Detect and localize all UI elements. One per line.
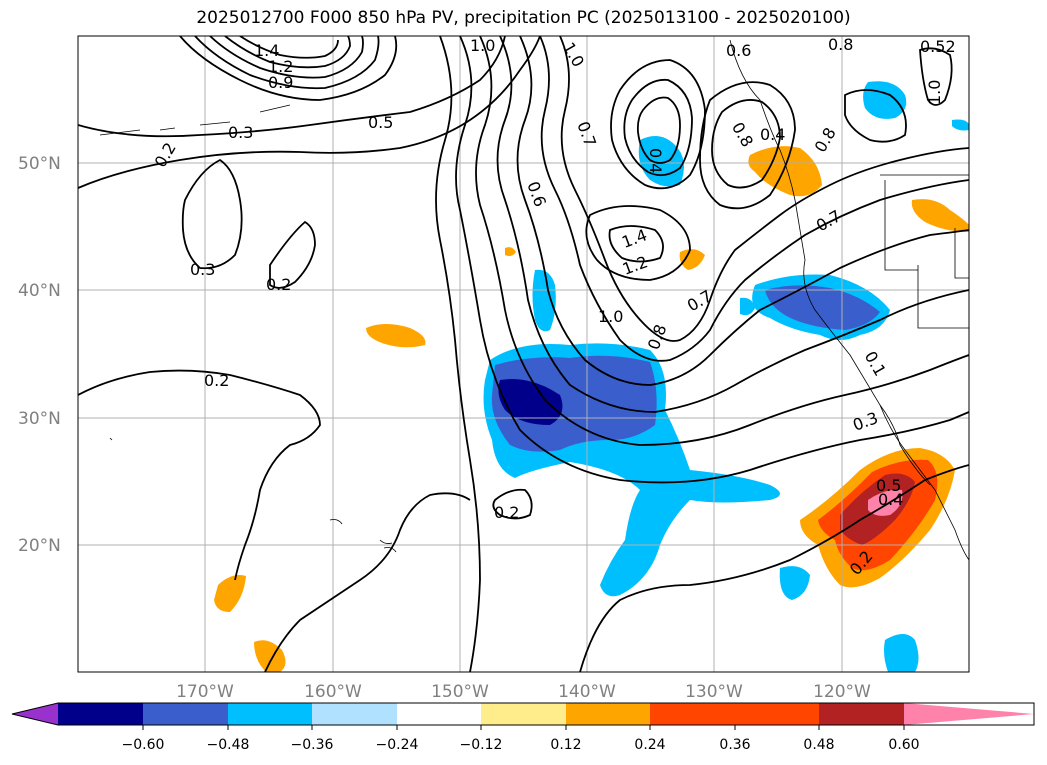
contour-label: 0.9 — [268, 73, 293, 92]
lon-label: 130°W — [685, 682, 743, 702]
contour-label: 0.6 — [726, 41, 751, 60]
latitude-labels: 50°N 40°N 30°N 20°N — [18, 154, 61, 556]
contour-label: 1.0 — [470, 36, 495, 55]
longitude-labels: 170°W 160°W 150°W 140°W 130°W 120°W — [176, 682, 871, 702]
colorbar-tick-label: 0.12 — [550, 737, 581, 753]
colorbar-tick-label: 0.48 — [803, 737, 834, 753]
colorbar-segment — [735, 703, 819, 725]
colorbar-tick-label: −0.36 — [291, 737, 334, 753]
colorbar-segment — [650, 703, 735, 725]
colorbar-segment — [143, 703, 228, 725]
colorbar: −0.60 −0.48 −0.36 −0.24 −0.12 0.12 0.24 … — [11, 702, 1035, 753]
colorbar-tick-label: 0.24 — [634, 737, 665, 753]
colorbar-extend-high — [904, 703, 1034, 725]
contour-label: 0.2 — [266, 275, 291, 294]
colorbar-segment — [58, 703, 143, 725]
colorbar-segment — [397, 703, 481, 725]
pv-contours — [78, 36, 969, 672]
coastlines — [99, 39, 969, 561]
colorbar-segment — [819, 703, 904, 725]
map-frame — [77, 35, 970, 673]
lat-label: 20°N — [18, 536, 61, 556]
colorbar-segment — [566, 703, 650, 725]
colorbar-tick-label: 0.60 — [888, 737, 919, 753]
contour-label: 0.4 — [646, 148, 665, 173]
lat-label: 50°N — [18, 154, 61, 174]
contour-label: 0.8 — [828, 35, 853, 54]
contour-label: 0.52 — [920, 37, 956, 56]
contour-label: 0.4 — [878, 490, 903, 509]
colorbar-extend-low — [12, 703, 58, 725]
colorbar-segment — [312, 703, 397, 725]
contour-label: 1.0 — [598, 307, 623, 326]
colorbar-segment — [228, 703, 312, 725]
contour-label: 1.4 — [254, 41, 279, 60]
map-title: 2025012700 F000 850 hPa PV, precipitatio… — [196, 8, 851, 28]
colorbar-tick-label: −0.12 — [460, 737, 503, 753]
contour-label: 0.2 — [494, 503, 519, 522]
contour-label: 1.2 — [268, 57, 293, 76]
colorbar-tick-label: −0.48 — [207, 737, 250, 753]
lon-label: 150°W — [431, 682, 489, 702]
contour-label: 0.3 — [190, 260, 215, 279]
lon-label: 170°W — [176, 682, 234, 702]
colorbar-tick-label: 0.36 — [719, 737, 750, 753]
contour-label: 0.2 — [204, 371, 229, 390]
lon-label: 140°W — [558, 682, 616, 702]
lat-label: 40°N — [18, 281, 61, 301]
contour-label: 0.5 — [876, 476, 901, 495]
colorbar-tick-label: −0.60 — [122, 737, 165, 753]
colorbar-segment — [481, 703, 566, 725]
lon-label: 120°W — [813, 682, 871, 702]
contour-label: 1.0 — [925, 80, 944, 105]
lon-label: 160°W — [304, 682, 362, 702]
contour-label: 0.4 — [760, 125, 785, 144]
contour-label: 0.3 — [228, 123, 253, 142]
negative-anomaly-shading — [483, 81, 969, 672]
contour-label: 0.5 — [368, 113, 393, 132]
positive-anomaly-shading — [214, 146, 969, 672]
colorbar-tick-label: −0.24 — [376, 737, 419, 753]
lat-label: 30°N — [18, 409, 61, 429]
